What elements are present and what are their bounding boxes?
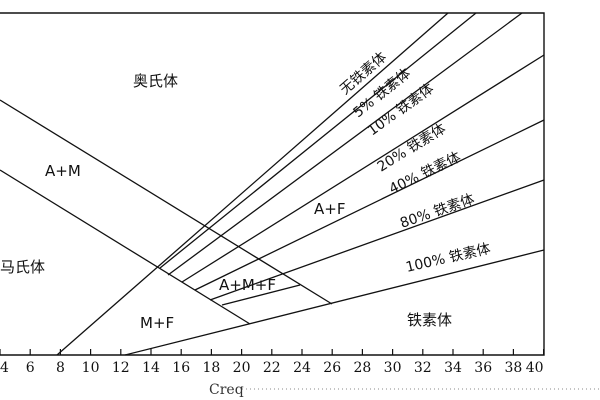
x-axis-title: Creq (209, 382, 244, 398)
x-tick-label: 4 (0, 360, 9, 376)
x-tick-label: 16 (172, 360, 190, 376)
ferrite-line-40 (194, 119, 545, 291)
ferrite-line-100 (124, 249, 545, 356)
x-tick-label: 38 (504, 360, 522, 376)
x-tick-label: 34 (444, 360, 462, 376)
x-axis-ticks: 4 6 8 10 12 14 16 18 20 22 24 26 28 30 32 34 36 38 40 (0, 349, 545, 376)
boundary-a-m-upper (0, 99, 333, 305)
region-a-f: A+F (314, 200, 345, 218)
x-tick-label: 30 (384, 360, 402, 376)
region-a-m: A+M (45, 162, 81, 180)
label-ferrite-100: 100% 铁素体 (404, 241, 492, 276)
label-ferrite-80: 80% 铁素体 (398, 191, 477, 231)
region-a-m-f: A+M+F (219, 276, 276, 294)
ferrite-line-20 (181, 54, 545, 283)
region-martensite: 马氏体 (0, 258, 45, 276)
x-tick-label: 6 (26, 360, 35, 376)
x-tick-label: 20 (233, 360, 251, 376)
x-tick-label: 22 (263, 360, 281, 376)
x-tick-label: 8 (56, 360, 65, 376)
ferrite-line-5 (159, 12, 477, 269)
x-tick-label: 32 (414, 360, 432, 376)
region-austenite: 奥氏体 (133, 72, 178, 90)
plot-frame (0, 12, 545, 356)
x-tick-label: 26 (323, 360, 341, 376)
x-tick-label: 28 (353, 360, 371, 376)
ferrite-line-80 (209, 179, 545, 301)
x-tick-label: 10 (82, 360, 100, 376)
x-tick-label: 18 (202, 360, 220, 376)
boundary-amf-lower (221, 284, 301, 306)
boundary-a-m-lower (0, 169, 251, 325)
x-tick-label: 12 (112, 360, 130, 376)
x-tick-label: 40 (526, 360, 544, 376)
x-tick-label: 36 (474, 360, 492, 376)
region-m-f: M+F (140, 314, 174, 332)
ferrite-line-10 (167, 12, 523, 276)
x-tick-label: 24 (293, 360, 311, 376)
x-tick-label: 14 (142, 360, 160, 376)
ferrite-line-0 (56, 12, 449, 356)
region-ferrite: 铁素体 (407, 311, 452, 329)
